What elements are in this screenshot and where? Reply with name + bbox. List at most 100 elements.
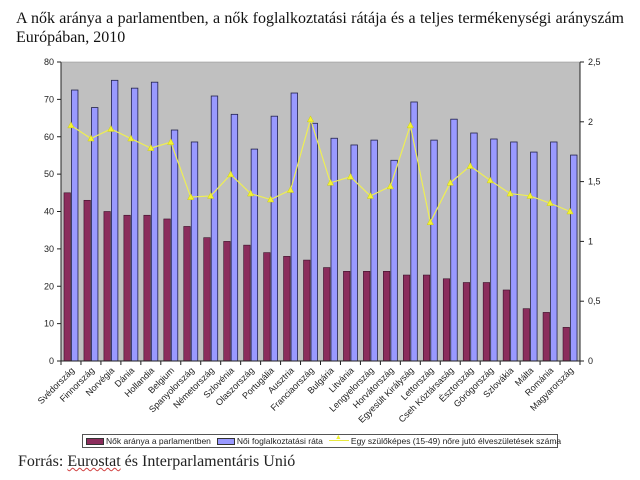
right-tick-label: 1,5: [588, 177, 601, 187]
fertility-point: [526, 191, 534, 199]
right-tick-label: 1: [588, 236, 593, 246]
bar-employment: [450, 118, 458, 362]
right-tick-label: 2,5: [588, 57, 601, 67]
legend-swatch-fertility: [328, 434, 349, 445]
bar-employment: [250, 148, 259, 362]
legend-item-employment: Női foglalkoztatási ráta: [216, 436, 323, 446]
right-tick-label: 0,5: [588, 296, 601, 306]
bar-employment: [91, 107, 99, 362]
legend-item-parliament: Nők aránya a parlamentben: [86, 436, 211, 446]
bar-parliament: [542, 312, 550, 362]
fertility-point: [326, 178, 335, 186]
right-tick-label: 0: [588, 356, 593, 366]
fertility-point: [546, 199, 554, 206]
fertility-point: [426, 218, 434, 226]
fertility-point: [87, 134, 95, 142]
bar-parliament: [383, 270, 391, 362]
bar-parliament: [303, 259, 311, 362]
fertility-point: [227, 170, 235, 178]
right-tick-label: 2: [588, 117, 593, 127]
bar-parliament: [203, 237, 211, 362]
bar-employment: [390, 159, 398, 362]
bar-employment: [330, 137, 338, 362]
bar-employment: [490, 138, 498, 362]
legend-item-fertility: Egy szülőképes (15-49) nőre jutó élveszü…: [328, 434, 562, 446]
fertility-point: [386, 182, 394, 190]
bar-employment: [230, 113, 239, 362]
bar-parliament: [363, 270, 371, 362]
fertility-point: [446, 178, 454, 186]
bar-parliament: [442, 278, 451, 362]
left-tick-label: 0: [49, 356, 54, 366]
bar-parliament: [562, 327, 570, 362]
left-tick-label: 20: [44, 281, 54, 291]
source-note: Forrás: Eurostat és Interparlamentáris U…: [18, 453, 295, 471]
left-tick-label: 80: [44, 57, 54, 67]
bar-employment: [550, 141, 558, 362]
fertility-point: [107, 124, 115, 132]
source-prefix: Forrás:: [18, 453, 68, 470]
bar-employment: [111, 79, 119, 362]
bar-parliament: [343, 270, 351, 362]
left-tick-label: 60: [44, 132, 54, 142]
bar-parliament: [103, 211, 111, 362]
bar-parliament: [462, 282, 471, 362]
source-eurostat: Eurostat: [67, 453, 121, 470]
legend-swatch-employment: [216, 437, 235, 445]
fertility-point: [266, 195, 275, 203]
fertility-point: [127, 134, 135, 142]
bar-employment: [270, 115, 278, 362]
bar-employment: [190, 141, 199, 362]
left-tick-label: 70: [44, 94, 54, 104]
bars-layer: [63, 79, 578, 362]
fertility-point: [506, 189, 514, 197]
bar-employment: [150, 81, 159, 362]
bar-parliament: [522, 308, 530, 362]
legend-label-fertility: Egy szülőképes (15-49) nőre jutó élveszü…: [350, 436, 562, 446]
legend-label-parliament: Nők aránya a parlamentben: [106, 436, 211, 446]
fertility-point: [207, 191, 215, 199]
bar-parliament: [63, 192, 71, 362]
fertility-point: [187, 193, 195, 200]
bar-employment: [430, 139, 438, 362]
bar-parliament: [143, 214, 151, 362]
bar-parliament: [422, 274, 431, 362]
fertility-point: [406, 121, 414, 129]
bar-parliament: [283, 256, 291, 362]
left-tick-label: 10: [44, 319, 54, 329]
fertility-point: [566, 207, 574, 215]
bar-parliament: [263, 252, 271, 362]
left-tick-label: 40: [44, 207, 54, 217]
bar-parliament: [223, 241, 231, 362]
bar-parliament: [482, 282, 490, 362]
fertility-point: [247, 189, 255, 197]
bar-employment: [530, 151, 538, 362]
fertility-point: [346, 172, 355, 180]
bar-employment: [310, 122, 318, 362]
bar-parliament: [403, 274, 411, 362]
fertility-line: [70, 117, 571, 225]
bar-employment: [510, 141, 518, 362]
fertility-point: [466, 162, 474, 169]
fertility-point: [286, 185, 295, 193]
source-suffix: és Interparlamentáris Unió: [120, 453, 296, 470]
bar-parliament: [183, 226, 191, 362]
chart-title: A nők aránya a parlamentben, a nők fogla…: [16, 10, 624, 46]
bar-employment: [130, 87, 139, 362]
left-tick-label: 50: [44, 169, 54, 179]
bar-parliament: [323, 267, 331, 362]
bar-employment: [71, 89, 79, 362]
bar-parliament: [502, 289, 510, 362]
fertility-point: [306, 115, 315, 123]
bar-employment: [570, 154, 578, 362]
fertility-point: [366, 191, 375, 199]
left-tick-label: 30: [44, 244, 54, 254]
bar-parliament: [123, 214, 131, 362]
bar-employment: [370, 139, 378, 362]
legend: Nők aránya a parlamentben Női foglalkozt…: [82, 434, 562, 448]
fertility-point: [67, 121, 75, 129]
bar-employment: [290, 92, 298, 362]
bar-parliament: [163, 218, 171, 362]
bar-employment: [170, 129, 179, 362]
